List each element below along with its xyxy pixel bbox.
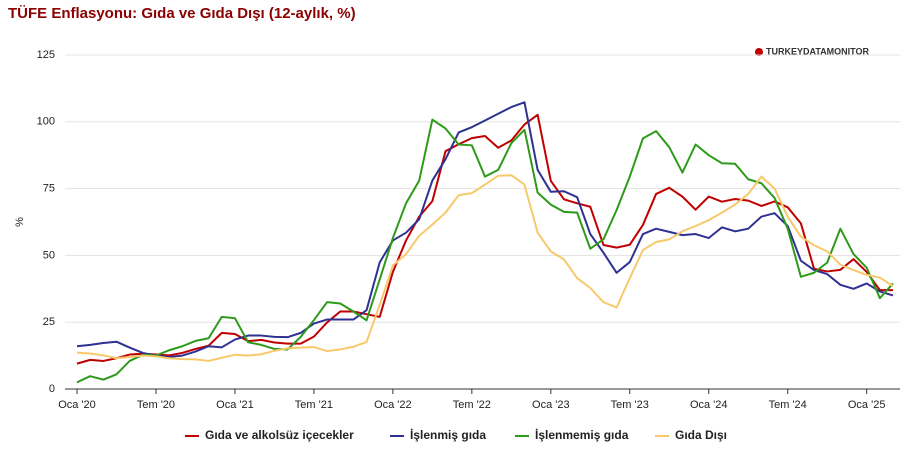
chart-title: TÜFE Enflasyonu: Gıda ve Gıda Dışı (12-a… (8, 5, 356, 22)
series-line (76, 174, 894, 362)
x-tick-label: Oca '24 (690, 399, 728, 411)
series-line (76, 118, 894, 384)
series-line (76, 113, 893, 365)
series-line (76, 101, 894, 358)
logo: TURKEYDATAMONITOR (766, 46, 869, 56)
x-tick-label: Tem '22 (453, 399, 491, 411)
y-tick-label: 25 (43, 316, 55, 328)
legend-label: Gıda Dışı (675, 428, 727, 442)
legend-label: İşlenmemiş gıda (535, 427, 629, 442)
y-tick-label: 50 (43, 249, 55, 261)
x-tick-label: Oca '25 (848, 399, 886, 411)
x-tick-label: Oca '22 (374, 399, 412, 411)
x-tick-label: Tem '23 (611, 399, 649, 411)
y-tick-label: 125 (37, 49, 55, 61)
x-tick-label: Tem '24 (769, 399, 807, 411)
x-tick-label: Tem '20 (137, 399, 175, 411)
logo-icon (755, 48, 763, 56)
x-tick-label: Oca '23 (532, 399, 570, 411)
x-tick-label: Oca '20 (58, 399, 96, 411)
x-tick-label: Oca '21 (216, 399, 254, 411)
x-tick-label: Tem '21 (295, 399, 333, 411)
y-axis-label: % (14, 217, 26, 227)
y-tick-label: 100 (37, 116, 55, 128)
y-tick-label: 75 (43, 183, 55, 195)
y-tick-label: 0 (49, 383, 55, 395)
legend-label: Gıda ve alkolsüz içecekler (205, 428, 354, 442)
legend-label: İşlenmiş gıda (410, 427, 486, 442)
